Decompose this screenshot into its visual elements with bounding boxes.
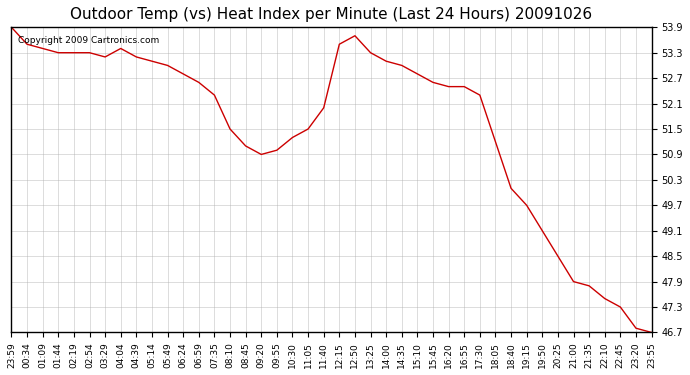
Title: Outdoor Temp (vs) Heat Index per Minute (Last 24 Hours) 20091026: Outdoor Temp (vs) Heat Index per Minute … [70, 7, 593, 22]
Text: Copyright 2009 Cartronics.com: Copyright 2009 Cartronics.com [18, 36, 159, 45]
